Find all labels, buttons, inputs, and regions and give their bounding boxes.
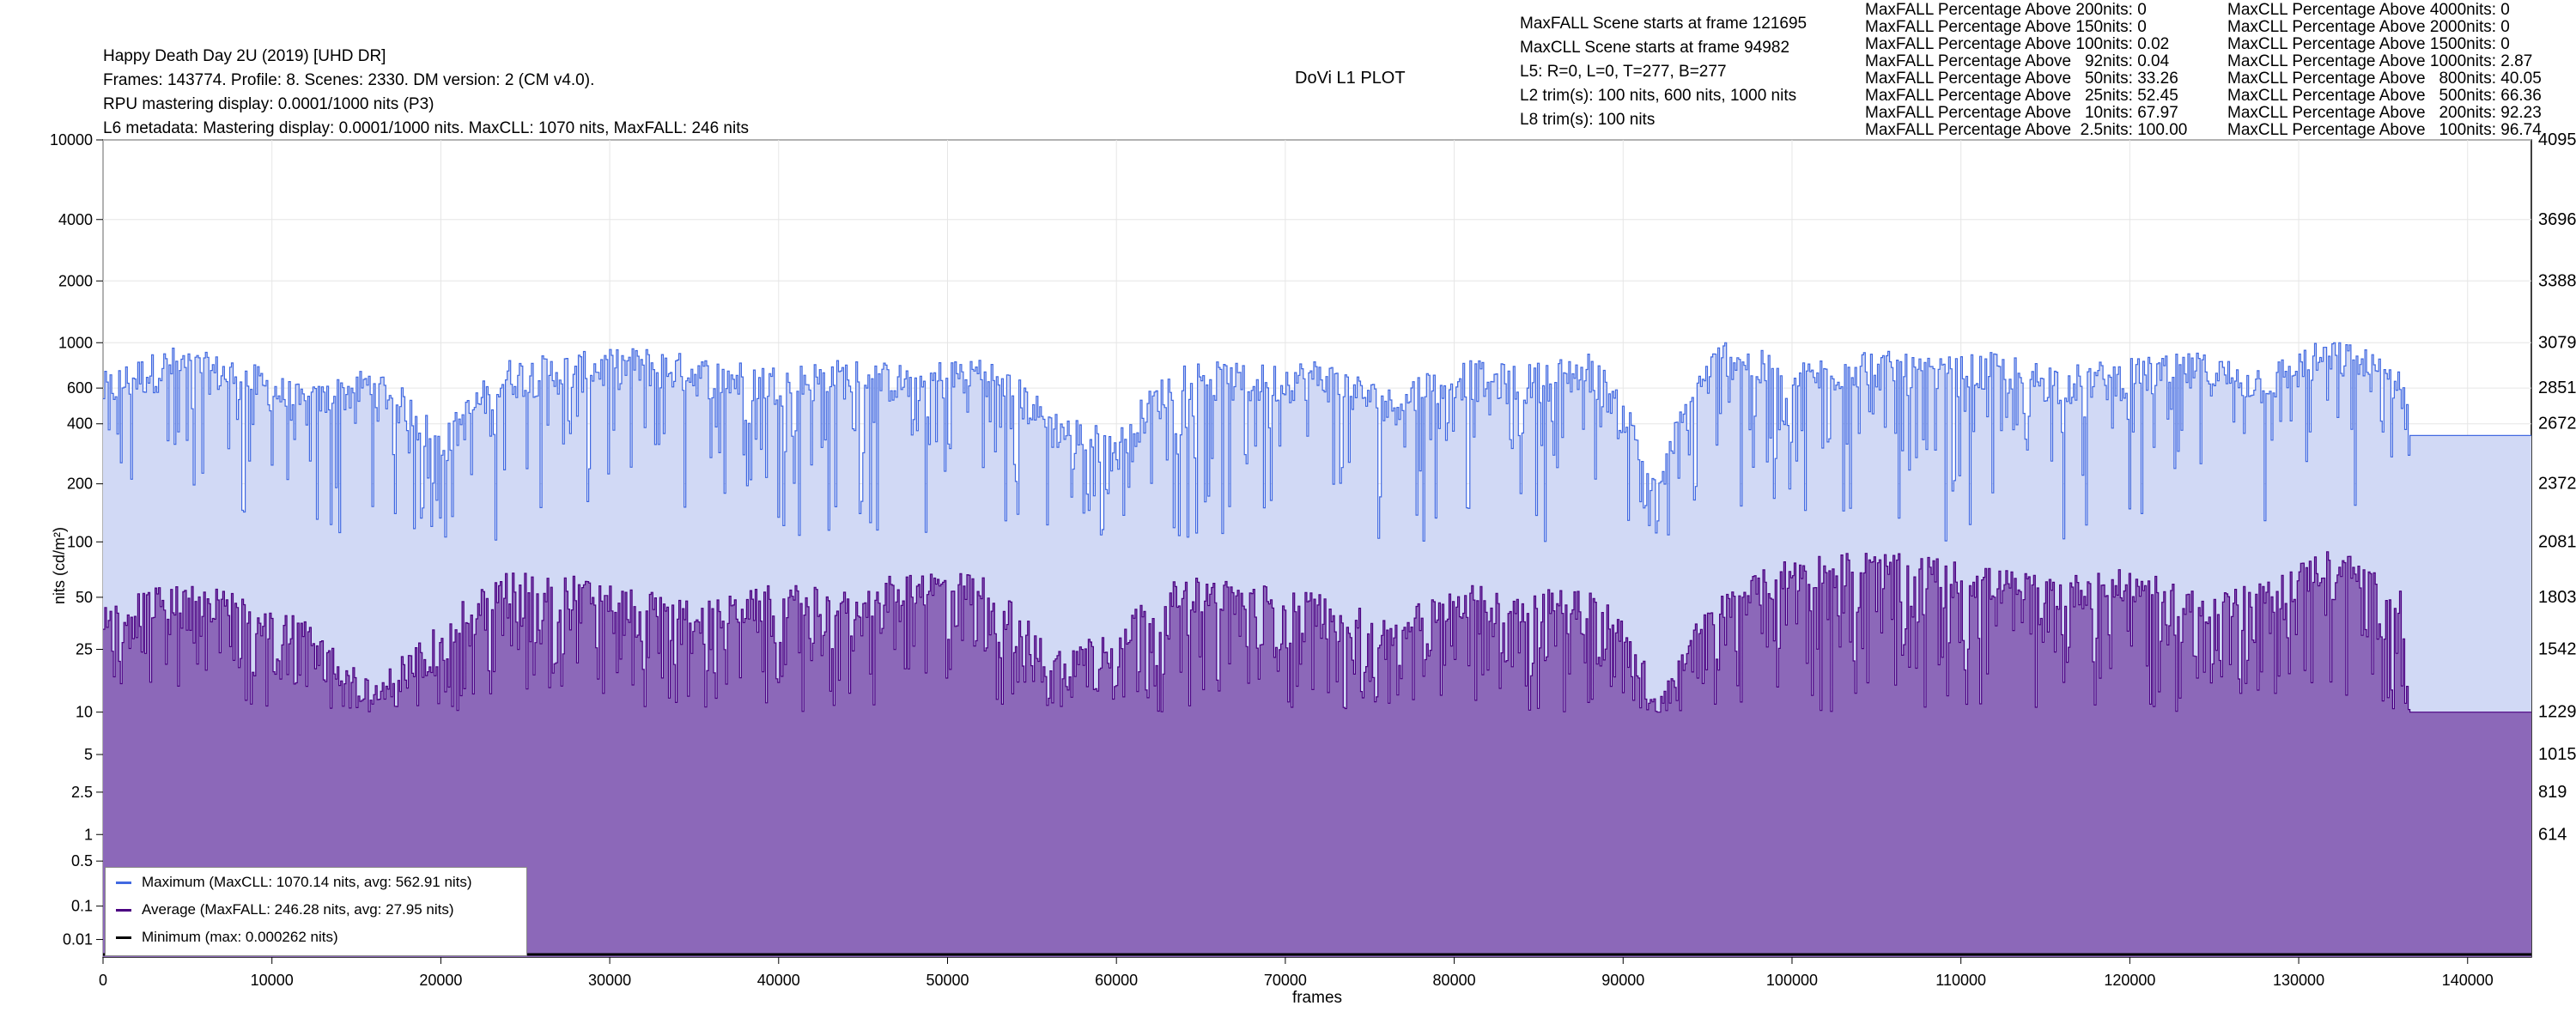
- x-tick-label: 130000: [2273, 972, 2324, 989]
- maxfall-stat-line: MaxFALL Percentage Above 92nits: 0.04: [1865, 52, 2170, 70]
- y-right-tick-label: 3696: [2538, 210, 2576, 229]
- x-tick-label: 140000: [2442, 972, 2494, 989]
- y-right-tick-label: 1542: [2538, 640, 2576, 659]
- maxfall-stat-line: MaxFALL Percentage Above 200nits: 0: [1865, 1, 2147, 19]
- x-tick-label: 60000: [1095, 972, 1138, 989]
- scene-info-line: L5: R=0, L=0, T=277, B=277: [1520, 63, 1727, 81]
- x-axis-label: frames: [1292, 989, 1342, 1007]
- y-right-tick-label: 2081: [2538, 532, 2576, 551]
- y-right-tick-label: 614: [2538, 825, 2567, 844]
- x-tick-label: 100000: [1766, 972, 1818, 989]
- y-right-tick-label: 2372: [2538, 475, 2576, 494]
- y-right-tick-label: 1803: [2538, 588, 2576, 607]
- maxcll-stat-line: MaxCLL Percentage Above 4000nits: 0: [2227, 1, 2510, 19]
- x-tick-label: 90000: [1601, 972, 1644, 989]
- y-tick-label: 50: [76, 589, 93, 606]
- y-tick-label: 25: [76, 641, 93, 658]
- x-tick-label: 120000: [2104, 972, 2155, 989]
- x-tick-label: 110000: [1935, 972, 1986, 989]
- maxfall-stats: MaxFALL Percentage Above 200nits: 0 MaxFA…: [1865, 2, 2187, 139]
- y-right-tick-label: 3388: [2538, 271, 2576, 290]
- y-tick-label: 4000: [58, 211, 93, 228]
- maxfall-stat-line: MaxFALL Percentage Above 100nits: 0.02: [1865, 35, 2170, 53]
- legend-item: Average (MaxFALL: 246.28 nits, avg: 27.9…: [106, 897, 526, 923]
- plot-title: DoVi L1 PLOT: [1295, 69, 1406, 88]
- x-tick-label: 80000: [1433, 972, 1476, 989]
- y-tick-label: 0.5: [71, 852, 93, 869]
- y-tick-label: 1000: [58, 334, 93, 351]
- maxfall-series-line: [103, 551, 2531, 713]
- maxfall-stat-line: MaxFALL Percentage Above 10nits: 67.97: [1865, 104, 2178, 122]
- x-tick-label: 0: [99, 972, 107, 989]
- y-tick-label: 600: [67, 379, 93, 397]
- y-tick-label: 10000: [50, 131, 93, 148]
- maxfall-stat-line: MaxFALL Percentage Above 25nits: 52.45: [1865, 87, 2178, 105]
- scene-info-line: MaxCLL Scene starts at frame 94982: [1520, 39, 1790, 57]
- y-tick-label: 2.5: [71, 784, 93, 801]
- y-tick-label: 0.1: [71, 898, 93, 915]
- y-tick-label: 200: [67, 476, 93, 493]
- x-tick-label: 50000: [926, 972, 969, 989]
- legend-swatch: [116, 908, 131, 912]
- y-right-tick-label: 1015: [2538, 745, 2576, 764]
- x-tick-label: 10000: [251, 972, 294, 989]
- rpu-suffix: (P3): [403, 95, 434, 113]
- maxfall-stat-line: MaxFALL Percentage Above 150nits: 0: [1865, 18, 2147, 36]
- y-tick-label: 10: [76, 704, 93, 721]
- y-right-tick-label: 3079: [2538, 333, 2576, 352]
- maxcll-stat-line: MaxCLL Percentage Above 1000nits: 2.87: [2227, 52, 2533, 70]
- scene-info-line: L2 trim(s): 100 nits, 600 nits, 1000 nit…: [1520, 87, 1797, 105]
- video-title: Happy Death Day 2U (2019) [UHD DR]: [103, 47, 386, 65]
- legend: Maximum (MaxCLL: 1070.14 nits, avg: 562.…: [105, 867, 527, 956]
- legend-label: Minimum (max: 0.000262 nits): [142, 929, 338, 945]
- y-tick-label: 0.01: [63, 931, 93, 948]
- maxcll-stat-line: MaxCLL Percentage Above 800nits: 40.05: [2227, 70, 2542, 88]
- maxfall-stat-line: MaxFALL Percentage Above 50nits: 33.26: [1865, 70, 2178, 88]
- y-tick-label: 2000: [58, 272, 93, 289]
- y-right-tick-label: 1229: [2538, 703, 2576, 722]
- legend-label: Maximum (MaxCLL: 1070.14 nits, avg: 562.…: [142, 874, 472, 890]
- maxcll-stat-line: MaxCLL Percentage Above 500nits: 66.36: [2227, 87, 2542, 105]
- legend-label: Average (MaxFALL: 246.28 nits, avg: 27.9…: [142, 901, 454, 918]
- maxcll-stats: MaxCLL Percentage Above 4000nits: 0 MaxCL…: [2227, 2, 2542, 139]
- y-right-tick-label: 2851: [2538, 379, 2576, 397]
- legend-swatch: [116, 936, 131, 939]
- maxcll-stat-line: MaxCLL Percentage Above 100nits: 96.74: [2227, 121, 2542, 139]
- rpu-info: RPU mastering display: 0.0001/1000 nits …: [103, 93, 749, 117]
- scene-info-line: MaxFALL Scene starts at frame 121695: [1520, 15, 1807, 33]
- maxcll-stat-line: MaxCLL Percentage Above 1500nits: 0: [2227, 35, 2510, 53]
- header-info: Happy Death Day 2U (2019) [UHD DR] Frame…: [103, 45, 749, 141]
- x-tick-label: 40000: [757, 972, 800, 989]
- x-tick-label: 70000: [1264, 972, 1307, 989]
- legend-item: Maximum (MaxCLL: 1070.14 nits, avg: 562.…: [106, 869, 526, 895]
- x-tick-label: 30000: [588, 972, 631, 989]
- y-tick-label: 5: [84, 746, 93, 763]
- y-right-tick-label: 819: [2538, 783, 2567, 802]
- y-tick-label: 400: [67, 415, 93, 433]
- legend-swatch: [116, 881, 131, 884]
- frames-info: Frames: 143774. Profile: 8. Scenes: 2330…: [103, 71, 595, 89]
- maxcll-stat-line: MaxCLL Percentage Above 2000nits: 0: [2227, 18, 2510, 36]
- y-tick-label: 1: [84, 826, 93, 843]
- maxcll-stat-line: MaxCLL Percentage Above 200nits: 92.23: [2227, 104, 2542, 122]
- scene-info: MaxFALL Scene starts at frame 121695 MaxC…: [1520, 12, 1807, 132]
- l6-info: L6 metadata: Mastering display: 0.0001/1…: [103, 119, 749, 137]
- y-right-tick-label: 2672: [2538, 415, 2576, 433]
- y-tick-label: 100: [67, 533, 93, 550]
- maxfall-stat-line: MaxFALL Percentage Above 2.5nits: 100.00: [1865, 121, 2188, 139]
- scene-info-line: L8 trim(s): 100 nits: [1520, 111, 1656, 129]
- x-tick-label: 20000: [419, 972, 462, 989]
- y-axis-label: nits (cd/m²): [51, 527, 68, 604]
- y-right-tick-label: 4095: [2538, 130, 2576, 149]
- rpu-text: RPU mastering display: 0.0001/1000 nits: [103, 95, 399, 113]
- legend-item: Minimum (max: 0.000262 nits): [106, 924, 526, 950]
- maxcll-series-line: [103, 342, 2531, 542]
